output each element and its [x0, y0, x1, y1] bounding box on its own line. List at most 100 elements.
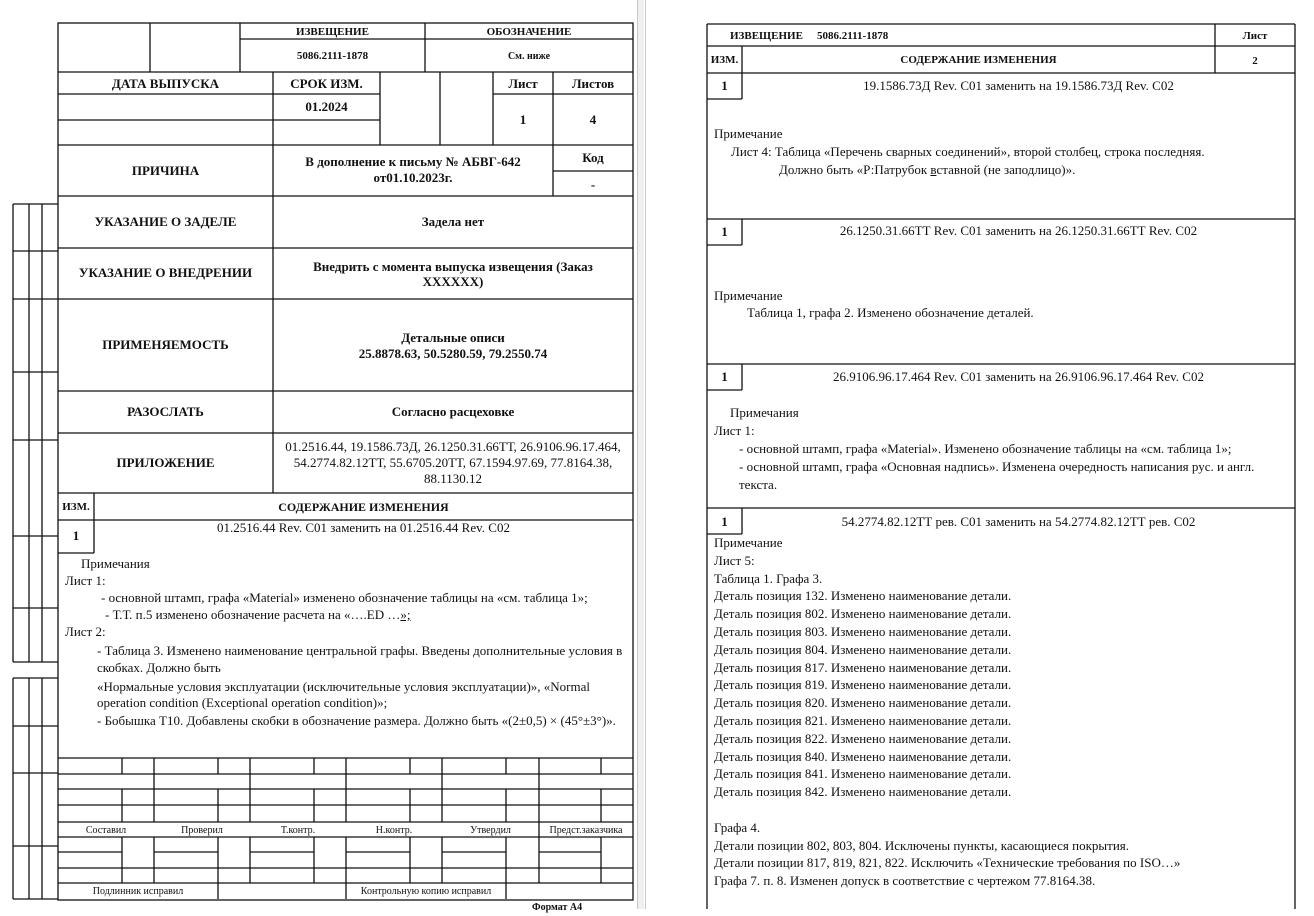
note-line: Графа 7. п. 8. Изменен допуск в соответс…: [714, 873, 1096, 889]
sheets-value: 4: [589, 112, 597, 127]
change-number: 1: [721, 369, 728, 384]
change-title: 01.2516.44 Rev. C01 заменить на 01.2516.…: [217, 520, 510, 535]
sheet-value: 1: [519, 112, 527, 127]
note-line: Деталь позиция 819. Изменено наименовани…: [714, 677, 1012, 693]
note-line: - основной штамп, графа «Material» измен…: [101, 590, 588, 605]
code-value: -: [590, 177, 596, 192]
note-line: - Бобышка Т10. Добавлены скобки в обозна…: [97, 713, 616, 728]
notice-number: 5086.2111-1878: [296, 50, 369, 62]
distribute-label: РАЗОСЛАТЬ: [127, 404, 204, 419]
note-line: Лист 2:: [65, 624, 106, 639]
backlog-label: УКАЗАНИЕ О ЗАДЕЛЕ: [94, 214, 237, 229]
sig-customer-rep-label: Предст.заказчика: [549, 825, 623, 836]
sig-approved-label: Утвердил: [470, 825, 511, 836]
code-label: Код: [582, 150, 604, 165]
applicability-label: ПРИМЕНЯЕМОСТЬ: [102, 337, 229, 352]
note-line: Деталь позиция 842. Изменено наименовани…: [714, 784, 1012, 800]
implementation-line-1: Внедрить с момента выпуска извещения (За…: [313, 259, 593, 274]
form-grid-lines: [12, 22, 634, 901]
sig-compiled-label: Составил: [85, 825, 127, 836]
reason-label: ПРИЧИНА: [131, 163, 200, 178]
change-number: 1: [721, 224, 728, 239]
distribute-value: Согласно расцеховке: [391, 404, 515, 419]
sig-tech-control-label: Т.контр.: [280, 825, 316, 836]
note-line: - основной штамп, графа «Основная надпис…: [739, 459, 1255, 474]
note-line: Деталь позиция 804. Изменено наименовани…: [714, 641, 1012, 657]
change-title: 26.9106.96.17.464 Rev. C01 заменить на 2…: [833, 369, 1204, 384]
content-col-label: СОДЕРЖАНИЕ ИЗМЕНЕНИЯ: [900, 54, 1057, 66]
note-line: Примечание: [714, 535, 783, 550]
note-line: Деталь позиция 820. Изменено наименовани…: [714, 695, 1012, 711]
notice-number: 5086.2111-1878: [817, 30, 889, 42]
note-line: Детали позиции 817, 819, 821, 822. Исклю…: [714, 855, 1181, 871]
note-line: Таблица 1. Графа 3.: [714, 570, 823, 586]
note-line: Лист 1:: [714, 423, 755, 438]
note-line: текста.: [739, 477, 778, 492]
note-text: Должно быть «Р:Патрубок: [779, 162, 931, 177]
sig-checked-label: Проверил: [181, 825, 223, 836]
format-label: Формат А4: [532, 902, 583, 913]
note-line: Деталь позиция 840. Изменено наименовани…: [714, 748, 1012, 764]
change-term-label: СРОК ИЗМ.: [290, 76, 363, 91]
note-line: Лист 5:: [714, 552, 755, 568]
control-copy-corrected-label: Контрольную копию исправил: [360, 886, 492, 897]
form-grid-lines: [706, 23, 1296, 909]
attachment-line-1: 01.2516.44, 19.1586.73Д, 26.1250.31.66ТТ…: [285, 439, 621, 454]
note-line: Примечание: [714, 126, 783, 141]
note-line: Деталь позиция 132. Изменено наименовани…: [714, 588, 1012, 604]
change-number: 1: [72, 528, 80, 543]
note-line: Таблица 1, графа 2. Изменено обозначение…: [747, 305, 1034, 320]
change-term-value: 01.2024: [305, 99, 348, 114]
note-line: «Нормальные условия эксплуатации (исключ…: [97, 679, 591, 694]
notes-heading: Примечания: [81, 556, 150, 571]
sheet-label: Лист: [508, 76, 538, 91]
note-line: Примечание: [714, 288, 783, 303]
designation-value: См. ниже: [507, 51, 551, 62]
note-line: - Т.Т. п.5 изменено обозначение расчета …: [105, 607, 410, 623]
attachment-line-2: 54.2774.82.12ТТ, 55.6705.20ТТ, 67.1594.9…: [293, 455, 613, 470]
attachment-line-3: 88.1130.12: [423, 471, 483, 486]
original-corrected-label: Подлинник исправил: [92, 886, 184, 897]
change-col-label: ИЗМ.: [62, 501, 90, 513]
note-line: Деталь позиция 822. Изменено наименовани…: [714, 730, 1012, 746]
change-title: 26.1250.31.66ТТ Rev. C01 заменить на 26.…: [839, 223, 1198, 238]
change-col-label: ИЗМ.: [710, 54, 739, 66]
page-gap: [638, 0, 644, 909]
note-line: Примечания: [730, 405, 799, 420]
implementation-line-2: XXXXXX): [422, 274, 484, 289]
note-text: - Т.Т. п.5 изменено обозначение расчета …: [105, 607, 401, 622]
note-line: Деталь позиция 802. Изменено наименовани…: [714, 606, 1012, 622]
change-number: 1: [721, 514, 728, 529]
note-line: Деталь позиция 803. Изменено наименовани…: [714, 624, 1012, 639]
note-line: Графа 4.: [714, 819, 761, 835]
note-line: скобках. Должно быть: [97, 660, 221, 675]
notice-label: ИЗВЕЩЕНИЕ: [730, 30, 803, 42]
sheet-value: 2: [1252, 55, 1258, 67]
note-line: Лист 1:: [65, 573, 106, 588]
backlog-value: Задела нет: [421, 214, 485, 229]
note-line: Должно быть «Р:Патрубок вставной (не зап…: [779, 162, 1075, 178]
change-number: 1: [721, 78, 728, 93]
note-line: - Таблица 3. Изменено наименование центр…: [97, 643, 623, 658]
note-line: Детали позиции 802, 803, 804. Исключены …: [714, 837, 1130, 853]
attachment-label: ПРИЛОЖЕНИЕ: [116, 455, 215, 470]
note-text-underlined: в: [930, 162, 937, 177]
notice-page-1: ИЗВЕЩЕНИЕ ОБОЗНАЧЕНИЕ 5086.2111-1878 См.…: [0, 0, 638, 913]
note-line: Деталь позиция 841. Изменено наименовани…: [714, 766, 1012, 782]
content-col-label: СОДЕРЖАНИЕ ИЗМЕНЕНИЯ: [278, 500, 449, 514]
applicability-line-1: Детальные описи: [401, 330, 505, 345]
note-text-underlined: »;: [400, 607, 411, 622]
reason-line-2: от01.10.2023г.: [373, 170, 453, 185]
designation-label: ОБОЗНАЧЕНИЕ: [486, 26, 572, 38]
applicability-line-2: 25.8878.63, 50.5280.59, 79.2550.74: [358, 346, 548, 361]
sheet-label: Лист: [1242, 30, 1268, 42]
change-title: 54.2774.82.12ТТ рев. C01 заменить на 54.…: [841, 514, 1196, 529]
note-line: Лист 4: Таблица «Перечень сварных соедин…: [731, 144, 1205, 159]
notice-page-2: ИЗВЕЩЕНИЕ 5086.2111-1878 Лист ИЗМ. СОДЕР…: [645, 0, 1314, 909]
note-line: - основной штамп, графа «Material». Изме…: [739, 441, 1232, 456]
release-date-label: ДАТА ВЫПУСКА: [111, 76, 220, 91]
sheets-label: Листов: [571, 76, 615, 91]
note-text: ставной (не заподлицо)».: [936, 162, 1076, 177]
notice-label: ИЗВЕЩЕНИЕ: [296, 26, 369, 38]
reason-line-1: В дополнение к письму № АБВГ-642: [305, 154, 521, 169]
